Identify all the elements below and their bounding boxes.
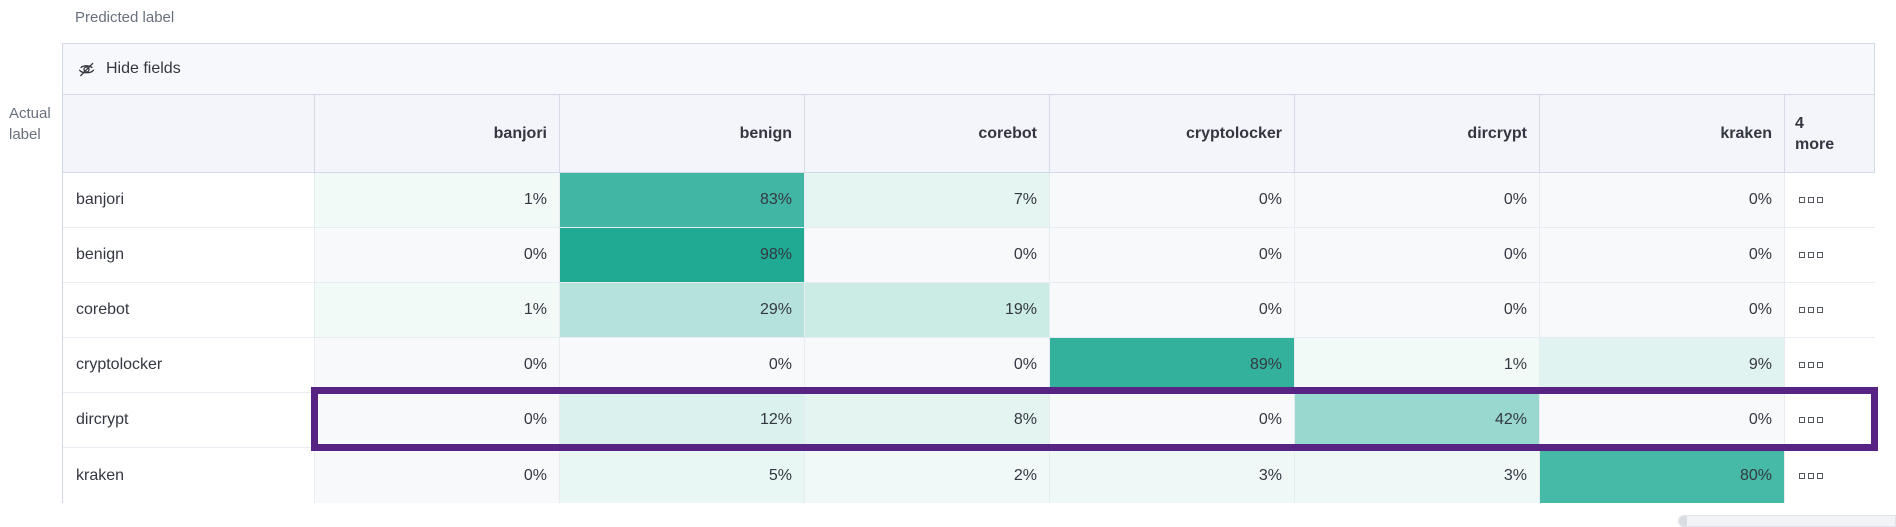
matrix-cell[interactable]: 0% (1540, 173, 1785, 228)
matrix-cell[interactable]: 0% (1540, 283, 1785, 338)
row-label[interactable]: kraken (63, 448, 315, 503)
matrix-cell[interactable]: 89% (1050, 338, 1295, 393)
row-label[interactable]: cryptolocker (63, 338, 315, 393)
matrix-cell[interactable]: 0% (1050, 283, 1295, 338)
matrix-cell[interactable]: 80% (1540, 448, 1785, 503)
more-values-cell[interactable] (1785, 393, 1875, 448)
matrix-cell[interactable]: 0% (315, 448, 560, 503)
row-label[interactable]: corebot (63, 283, 315, 338)
matrix-cell[interactable]: 9% (1540, 338, 1785, 393)
hide-fields-button[interactable]: Hide fields (77, 60, 181, 79)
matrix-cell[interactable]: 0% (1540, 228, 1785, 283)
boxes-horizontal-icon (1799, 252, 1823, 258)
more-values-cell[interactable] (1785, 283, 1875, 338)
matrix-cell[interactable]: 29% (560, 283, 805, 338)
actual-label-line2: label (9, 126, 41, 143)
matrix-cell[interactable]: 0% (315, 393, 560, 448)
more-count: 4 (1795, 114, 1804, 132)
row-label[interactable]: banjori (63, 173, 315, 228)
more-values-cell[interactable] (1785, 228, 1875, 283)
actual-label-line1: Actual (9, 105, 51, 122)
column-header-benign[interactable]: benign (560, 95, 805, 172)
row-label[interactable]: dircrypt (63, 393, 315, 448)
scrollbar-thumb-edge (1679, 516, 1687, 526)
matrix-cell[interactable]: 98% (560, 228, 805, 283)
hide-fields-label: Hide fields (106, 60, 181, 77)
matrix-cell[interactable]: 0% (560, 338, 805, 393)
matrix-cell[interactable]: 3% (1295, 448, 1540, 503)
matrix-cell[interactable]: 0% (315, 228, 560, 283)
row-label[interactable]: benign (63, 228, 315, 283)
matrix-cell[interactable]: 0% (1295, 173, 1540, 228)
table-row-cryptolocker: cryptolocker 0% 0% 0% 89% 1% 9% (63, 338, 1875, 393)
matrix-cell[interactable]: 83% (560, 173, 805, 228)
column-header-corebot[interactable]: corebot (805, 95, 1050, 172)
boxes-horizontal-icon (1799, 472, 1823, 479)
matrix-cell[interactable]: 5% (560, 448, 805, 503)
table-row-banjori: banjori 1% 83% 7% 0% 0% 0% (63, 173, 1875, 228)
matrix-cell[interactable]: 0% (805, 228, 1050, 283)
more-word: more (1795, 135, 1835, 153)
matrix-cell[interactable]: 2% (805, 448, 1050, 503)
matrix-cell[interactable]: 0% (1540, 393, 1785, 448)
matrix-cell[interactable]: 12% (560, 393, 805, 448)
matrix-cell[interactable]: 1% (315, 283, 560, 338)
eye-closed-icon (77, 60, 96, 79)
more-values-cell[interactable] (1785, 448, 1875, 503)
matrix-cell[interactable]: 0% (805, 338, 1050, 393)
matrix-cell[interactable]: 0% (1050, 173, 1295, 228)
column-header-dircrypt[interactable]: dircrypt (1295, 95, 1540, 172)
table-row-dircrypt: dircrypt 0% 12% 8% 0% 42% 0% (63, 393, 1875, 448)
matrix-cell[interactable]: 1% (1295, 338, 1540, 393)
table-row-corebot: corebot 1% 29% 19% 0% 0% 0% (63, 283, 1875, 338)
matrix-cell[interactable]: 42% (1295, 393, 1540, 448)
matrix-cell[interactable]: 0% (1295, 228, 1540, 283)
table-row-benign: benign 0% 98% 0% 0% 0% 0% (63, 228, 1875, 283)
matrix-cell[interactable]: 7% (805, 173, 1050, 228)
matrix-cell[interactable]: 0% (1050, 228, 1295, 283)
more-values-cell[interactable] (1785, 338, 1875, 393)
predicted-label: Predicted label (75, 9, 175, 26)
column-header-banjori[interactable]: banjori (315, 95, 560, 172)
column-header-kraken[interactable]: kraken (1540, 95, 1785, 172)
boxes-horizontal-icon (1799, 362, 1823, 368)
boxes-horizontal-icon (1799, 417, 1823, 423)
matrix-cell[interactable]: 3% (1050, 448, 1295, 503)
horizontal-scrollbar[interactable] (1678, 515, 1896, 527)
boxes-horizontal-icon (1799, 197, 1823, 203)
confusion-matrix-grid: Hide fields banjori benign corebot crypt… (62, 43, 1875, 503)
actual-label: Actual label (9, 103, 51, 145)
matrix-cell[interactable]: 19% (805, 283, 1050, 338)
boxes-horizontal-icon (1799, 307, 1823, 313)
matrix-cell[interactable]: 0% (315, 338, 560, 393)
corner-cell (63, 95, 315, 172)
matrix-cell[interactable]: 0% (1050, 393, 1295, 448)
more-values-cell[interactable] (1785, 173, 1875, 228)
column-header-more[interactable]: 4 more (1785, 95, 1875, 172)
table-row-kraken: kraken 0% 5% 2% 3% 3% 80% (63, 448, 1875, 503)
matrix-cell[interactable]: 1% (315, 173, 560, 228)
matrix-cell[interactable]: 8% (805, 393, 1050, 448)
header-row: banjori benign corebot cryptolocker dirc… (63, 95, 1874, 173)
column-header-cryptolocker[interactable]: cryptolocker (1050, 95, 1295, 172)
grid-toolbar: Hide fields (63, 44, 1874, 95)
matrix-cell[interactable]: 0% (1295, 283, 1540, 338)
